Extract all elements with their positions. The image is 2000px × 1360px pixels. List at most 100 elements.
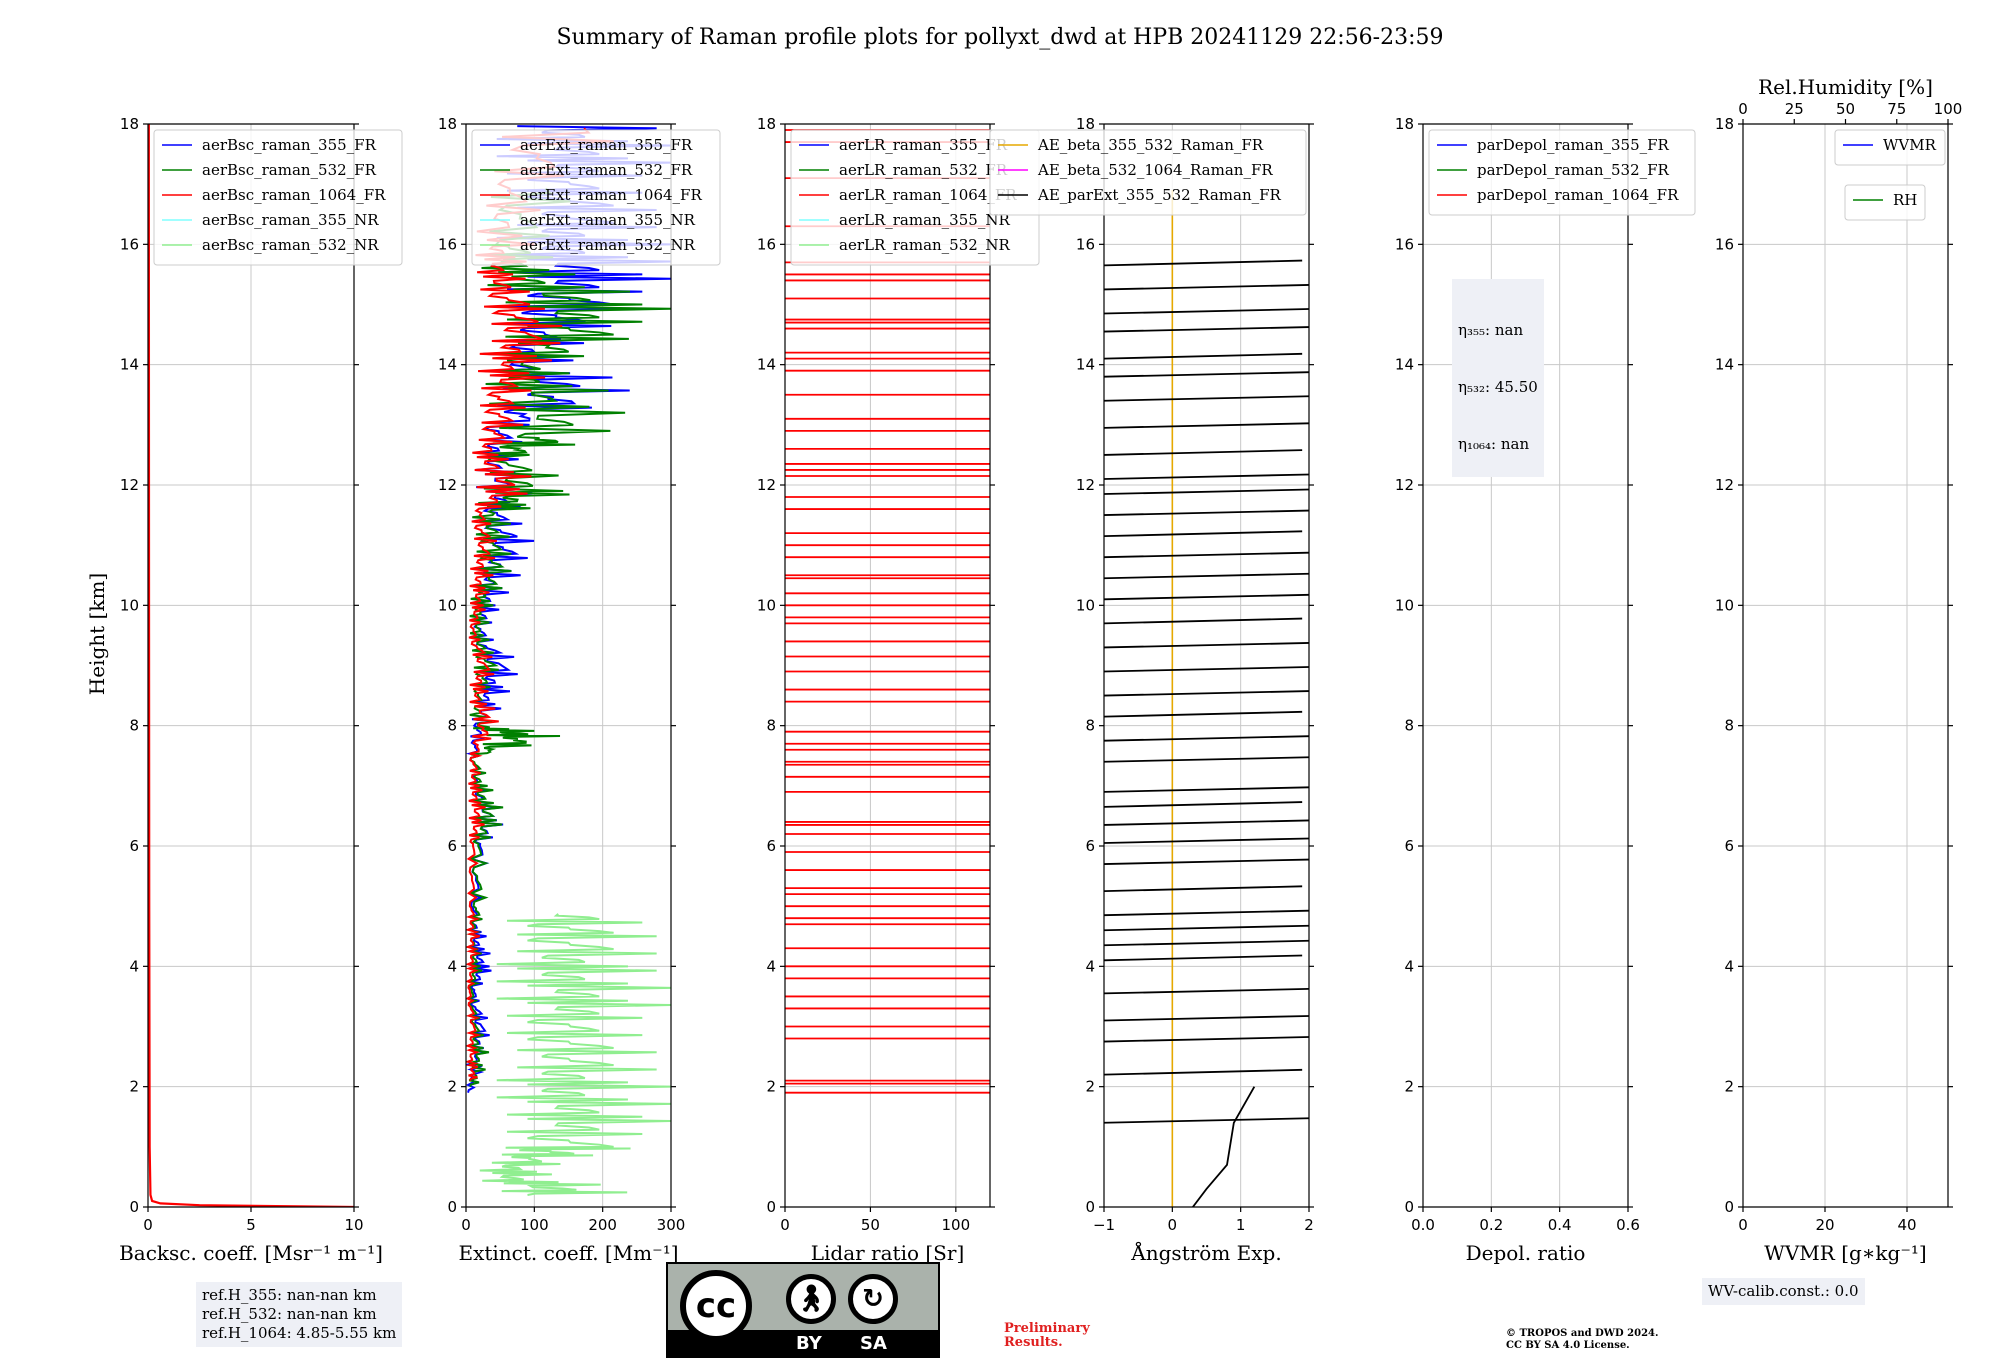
series-segment [1104,326,1309,333]
series-segment [1104,572,1309,580]
legend-entry: RH [1893,191,1917,209]
x-tick-label: 0 [1168,1216,1178,1234]
legend-entry: aerExt_raman_1064_FR [520,186,702,204]
panel-bsc: 0 2 4 6 8 10 12 14 16 18 0 5 10 Backsc. coeff. [Msr⁻¹… [119,115,403,1265]
x-tick-label: 0.0 [1411,1216,1435,1234]
x-tick-label: 200 [588,1216,617,1234]
legend-entry: aerBsc_raman_532_FR [202,161,377,179]
series-segment [1104,710,1303,718]
legend-entry: parDepol_raman_355_FR [1477,136,1670,154]
y-tick-label: 0 [1404,1198,1414,1216]
series-segment [1104,617,1303,625]
x-axis-label: WVMR [g∗kg⁻¹] [1764,1241,1926,1265]
x-tick-label: 50 [861,1216,880,1234]
series-segment [1104,909,1309,917]
legend: parDepol_raman_355_FR parDepol_raman_532_… [1428,129,1696,216]
series-segment [1104,786,1309,793]
series-segment [1104,473,1309,480]
y-tick-label: 10 [1076,596,1095,614]
legend-frame [989,129,1307,216]
x-tick-label: 0.4 [1548,1216,1572,1234]
series-segment [1104,259,1303,267]
y-tick-label: 18 [438,115,457,133]
y-tick-label: 4 [1724,957,1734,975]
y-tick-label: 0 [447,1198,457,1216]
y-tick-label: 6 [1724,837,1734,855]
series-segment [1104,488,1309,495]
legend-entry: aerExt_raman_355_NR [520,211,696,229]
eta-1064-text: η₁₀₆₄: nan [1458,435,1530,453]
series-segment [1104,756,1309,763]
y-tick-label: 6 [766,837,776,855]
y-tick-label: 18 [757,115,776,133]
y-tick-label: 0 [129,1198,139,1216]
x-tick-label: 2 [1304,1216,1314,1234]
y-tick-label: 2 [129,1078,139,1096]
x-tick-label: −1 [1093,1216,1115,1234]
series-segment [1104,308,1309,315]
y-tick-label: 8 [129,717,139,735]
legend: aerExt_raman_355_FR aerExt_raman_532_FRae… [471,129,721,266]
legend-entry: aerBsc_raman_355_FR [202,136,377,154]
reference-height-box: ref.H_355: nan-nan km ref.H_532: nan-nan… [196,1282,403,1347]
y-tick-label: 6 [129,837,139,855]
y-tick-label: 16 [1076,235,1095,253]
legend-entry: aerExt_raman_532_FR [520,161,693,179]
series-segment [1104,422,1309,429]
series-segment [1104,987,1309,995]
panel-data [1104,190,1309,1207]
y-tick-label: 2 [1404,1078,1414,1096]
y-tick-label: 12 [438,476,457,494]
cc-sa-label: SA [860,1333,887,1354]
y-tick-label: 16 [757,235,776,253]
y-tick-label: 6 [1404,837,1414,855]
series-line [148,124,354,1207]
series-segment [1104,1036,1309,1043]
legend: AE_beta_355_532_Raman_FR AE_beta_532_1064… [989,129,1307,216]
y-tick-label: 14 [757,356,776,374]
series-segment [1104,939,1309,947]
series-line [1192,1086,1256,1207]
x-tick-label: 10 [344,1216,363,1234]
y-tick-label: 6 [1085,837,1095,855]
x-axis-label: Extinct. coeff. [Mm⁻¹] [458,1241,678,1265]
attribution-person-icon: 🚶︎ [786,1274,836,1324]
legend-entry: aerLR_raman_1064_FR [839,186,1017,204]
y-tick-label: 4 [129,957,139,975]
y-tick-label: 8 [1085,717,1095,735]
x-tick-label: 0.6 [1616,1216,1640,1234]
y-tick-label: 8 [766,717,776,735]
y-tick-label: 10 [120,596,139,614]
share-alike-icon: ↻ [848,1274,898,1324]
wv-calib-box: WV-calib.const.: 0.0 [1702,1278,1865,1305]
series-segment [1104,954,1303,962]
y-tick-label: 4 [447,957,457,975]
series-segment [1104,924,1309,932]
y-tick-label: 12 [1395,476,1414,494]
legend-entry: aerLR_raman_532_NR [839,236,1010,254]
y-tick-label: 12 [1076,476,1095,494]
panel-data [466,125,671,1196]
y-tick-label: 14 [438,356,457,374]
x-axis-label: Depol. ratio [1466,1241,1586,1265]
x-tick-label: 5 [246,1216,256,1234]
top-tick-label: 100 [1934,100,1963,118]
y-tick-label: 12 [1715,476,1734,494]
series-segment [1104,666,1309,673]
copyright-text: © TROPOS and DWD 2024. CC BY SA 4.0 Lice… [1506,1328,1659,1351]
legend-entry: aerBsc_raman_532_NR [202,236,379,254]
series-segment [1104,885,1303,893]
x-tick-label: 300 [657,1216,686,1234]
y-tick-label: 10 [757,596,776,614]
panel-ext: 0 2 4 6 8 10 12 14 16 18 0 100 200 300 Extinct. coeff.… [438,115,721,1265]
y-tick-label: 14 [1715,356,1734,374]
series-segment [1104,284,1309,291]
legend-entry: aerLR_raman_355_FR [839,136,1008,154]
x-tick-label: 100 [520,1216,549,1234]
y-tick-label: 8 [447,717,457,735]
y-tick-label: 16 [120,235,139,253]
y-tick-label: 14 [1076,356,1095,374]
figure-title: Summary of Raman profile plots for polly… [556,25,1443,50]
y-tick-label: 18 [1076,115,1095,133]
